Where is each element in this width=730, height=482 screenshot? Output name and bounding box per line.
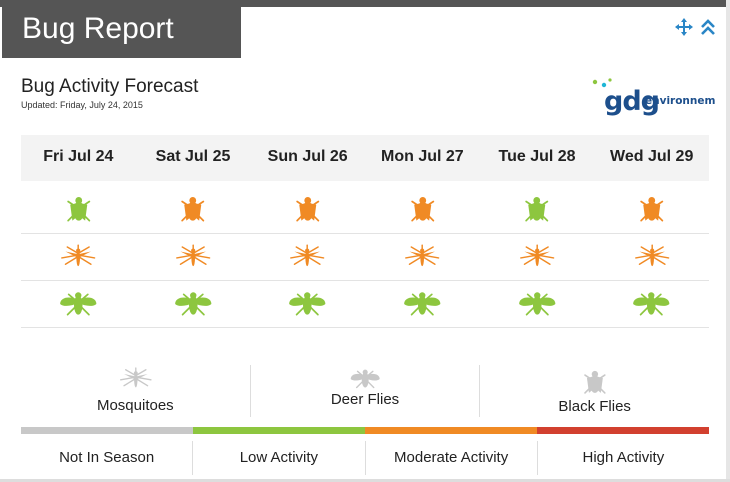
day-label: Fri Jul 24 — [43, 148, 114, 165]
activity-scale-bar — [21, 427, 709, 434]
forecast-updated-date: Updated: Friday, July 24, 2015 — [21, 100, 143, 110]
scale-label: Not In Season — [59, 449, 155, 466]
mosquito-icon — [136, 234, 251, 280]
black-fly-icon — [480, 369, 709, 397]
black-fly-icon — [594, 187, 709, 233]
mosquito-icon — [21, 367, 250, 391]
scale-label: Low Activity — [192, 441, 364, 475]
move-arrows-icon[interactable] — [674, 15, 694, 39]
black-fly-icon — [250, 187, 365, 233]
legend-label: Deer Flies — [330, 391, 400, 408]
deer-fly-icon — [136, 281, 251, 327]
forecast-title: Bug Activity Forecast — [21, 76, 199, 97]
black-fly-icon — [136, 187, 251, 233]
black-fly-icon — [480, 187, 595, 233]
day-label: Mon Jul 27 — [381, 148, 464, 165]
day-label: Wed Jul 29 — [610, 148, 694, 165]
widget-title: Bug Report — [2, 0, 241, 58]
scale-label: High Activity — [536, 441, 709, 475]
mosquito-icon — [365, 234, 480, 280]
top-bar — [0, 0, 730, 7]
deer-fly-icon — [251, 367, 480, 391]
scale-color-low — [193, 427, 365, 434]
mosquito-icon — [250, 234, 365, 280]
double-chevron-up-icon[interactable] — [699, 15, 717, 39]
activity-scale-labels: Not In Season Low Activity Moderate Acti… — [21, 441, 709, 475]
mosquito-icon — [480, 234, 595, 280]
frame-bottom-edge — [0, 479, 730, 482]
black-fly-icon — [365, 187, 480, 233]
scale-color-high — [537, 427, 709, 434]
deer-fly-icon — [480, 281, 595, 327]
mosquito-icon — [21, 234, 136, 280]
legend-label: Black Flies — [558, 398, 631, 415]
bug-legend: Mosquitoes Deer Flies Black Flies — [21, 365, 709, 417]
logo-text: environnement — [645, 95, 715, 107]
forecast-row-black-flies — [21, 187, 709, 234]
forecast-row-mosquitoes — [21, 234, 709, 281]
day-label: Sun Jul 26 — [267, 148, 348, 165]
deer-fly-icon — [21, 281, 136, 327]
legend-item-mosquitoes: Mosquitoes — [21, 365, 250, 417]
deer-fly-icon — [365, 281, 480, 327]
black-fly-icon — [21, 187, 136, 233]
forecast-row-deer-flies — [21, 281, 709, 328]
legend-item-deer-flies: Deer Flies — [249, 365, 480, 417]
gdg-environnement-logo: gdg environnement — [590, 76, 730, 126]
mosquito-icon — [594, 234, 709, 280]
day-label: Tue Jul 28 — [498, 148, 576, 165]
forecast-day-header: Fri Jul 24 Sat Jul 25 Sun Jul 26 Mon Jul… — [21, 135, 709, 181]
deer-fly-icon — [250, 281, 365, 327]
logo-mark: gdg — [604, 86, 659, 117]
legend-label: Mosquitoes — [96, 397, 174, 414]
frame-right-edge — [726, 0, 730, 482]
deer-fly-icon — [594, 281, 709, 327]
day-label: Sat Jul 25 — [155, 148, 231, 165]
scale-color-not-in-season — [21, 427, 193, 434]
scale-color-moderate — [365, 427, 537, 434]
scale-label: Moderate Activity — [364, 441, 537, 475]
legend-item-black-flies: Black Flies — [479, 365, 709, 417]
